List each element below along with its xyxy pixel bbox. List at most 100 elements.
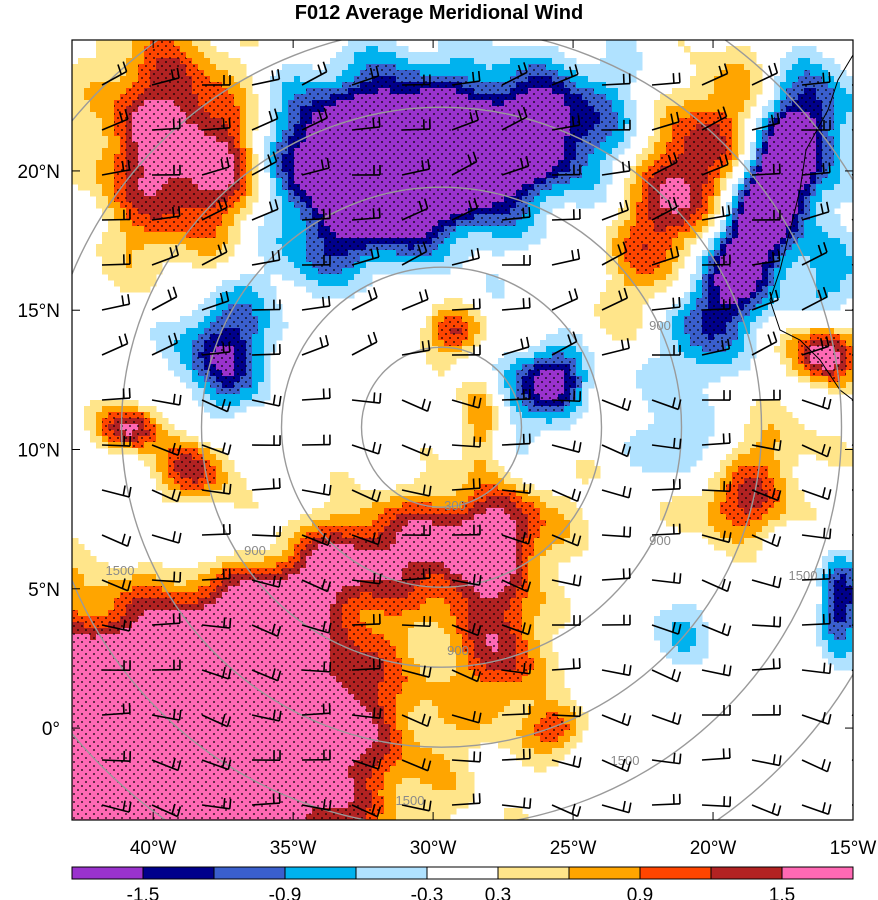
- stipple-cell: [300, 184, 307, 191]
- stipple-cell: [690, 178, 697, 185]
- field-cell: [744, 70, 751, 77]
- stipple-cell: [528, 100, 535, 107]
- stipple-cell: [408, 94, 415, 101]
- stipple-cell: [492, 94, 499, 101]
- stipple-cell: [468, 130, 475, 137]
- stipple-cell: [810, 190, 817, 197]
- stipple-cell: [174, 154, 181, 161]
- stipple-cell: [672, 184, 679, 191]
- stipple-cell: [780, 100, 787, 107]
- field-cell: [270, 178, 277, 185]
- stipple-cell: [372, 136, 379, 143]
- stipple-cell: [480, 124, 487, 131]
- field-cell: [708, 106, 715, 113]
- stipple-cell: [156, 166, 163, 173]
- stipple-cell: [198, 118, 205, 125]
- stipple-cell: [492, 100, 499, 107]
- field-cell: [840, 124, 847, 131]
- field-cell: [438, 46, 445, 53]
- stipple-cell: [540, 160, 547, 167]
- stipple-cell: [774, 196, 781, 203]
- stipple-cell: [762, 136, 769, 143]
- stipple-cell: [444, 130, 451, 137]
- stipple-cell: [552, 130, 559, 137]
- field-cell: [756, 88, 763, 95]
- field-cell: [324, 70, 331, 77]
- stipple-cell: [306, 160, 313, 167]
- field-cell: [120, 76, 127, 83]
- field-cell: [792, 64, 799, 71]
- stipple-cell: [168, 142, 175, 149]
- field-cell: [252, 40, 259, 47]
- stipple-cell: [408, 160, 415, 167]
- field-cell: [246, 40, 253, 47]
- field-cell: [360, 64, 367, 71]
- stipple-cell: [180, 142, 187, 149]
- stipple-cell: [534, 154, 541, 161]
- field-cell: [696, 58, 703, 65]
- stipple-cell: [150, 118, 157, 125]
- stipple-cell: [324, 94, 331, 101]
- field-cell: [282, 82, 289, 89]
- field-cell: [126, 82, 133, 89]
- stipple-cell: [138, 148, 145, 155]
- stipple-cell: [696, 160, 703, 167]
- field-cell: [540, 52, 547, 59]
- stipple-cell: [510, 106, 517, 113]
- stipple-cell: [348, 88, 355, 95]
- field-cell: [684, 88, 691, 95]
- stipple-cell: [162, 190, 169, 197]
- stipple-cell: [396, 100, 403, 107]
- field-cell: [660, 142, 667, 149]
- field-cell: [270, 172, 277, 179]
- stipple-cell: [438, 82, 445, 89]
- stipple-cell: [240, 190, 247, 197]
- field-cell: [90, 142, 97, 149]
- stipple-cell: [462, 82, 469, 89]
- stipple-cell: [546, 154, 553, 161]
- stipple-cell: [372, 100, 379, 107]
- stipple-cell: [696, 148, 703, 155]
- stipple-cell: [414, 130, 421, 137]
- stipple-cell: [804, 130, 811, 137]
- stipple-cell: [678, 196, 685, 203]
- field-cell: [756, 118, 763, 125]
- stipple-cell: [210, 130, 217, 137]
- field-cell: [96, 160, 103, 167]
- stipple-cell: [438, 88, 445, 95]
- field-cell: [282, 76, 289, 83]
- stipple-cell: [240, 178, 247, 185]
- stipple-cell: [582, 148, 589, 155]
- field-cell: [102, 76, 109, 83]
- stipple-cell: [186, 82, 193, 89]
- stipple-cell: [156, 88, 163, 95]
- stipple-cell: [564, 82, 571, 89]
- stipple-cell: [384, 172, 391, 179]
- stipple-cell: [186, 58, 193, 65]
- stipple-cell: [480, 160, 487, 167]
- stipple-cell: [666, 190, 673, 197]
- field-cell: [762, 106, 769, 113]
- field-cell: [660, 112, 667, 119]
- stipple-cell: [150, 100, 157, 107]
- field-cell: [132, 76, 139, 83]
- stipple-cell: [504, 160, 511, 167]
- stipple-cell: [132, 154, 139, 161]
- field-cell: [498, 58, 505, 65]
- field-cell: [492, 58, 499, 65]
- field-cell: [810, 64, 817, 71]
- stipple-cell: [324, 100, 331, 107]
- field-cell: [78, 64, 85, 71]
- stipple-cell: [330, 148, 337, 155]
- field-cell: [348, 76, 355, 83]
- field-cell: [798, 52, 805, 59]
- field-cell: [606, 178, 613, 185]
- field-cell: [288, 64, 295, 71]
- field-cell: [606, 40, 613, 47]
- stipple-cell: [504, 148, 511, 155]
- field-cell: [342, 52, 349, 59]
- stipple-cell: [528, 76, 535, 83]
- field-cell: [606, 76, 613, 83]
- stipple-cell: [450, 136, 457, 143]
- stipple-cell: [408, 88, 415, 95]
